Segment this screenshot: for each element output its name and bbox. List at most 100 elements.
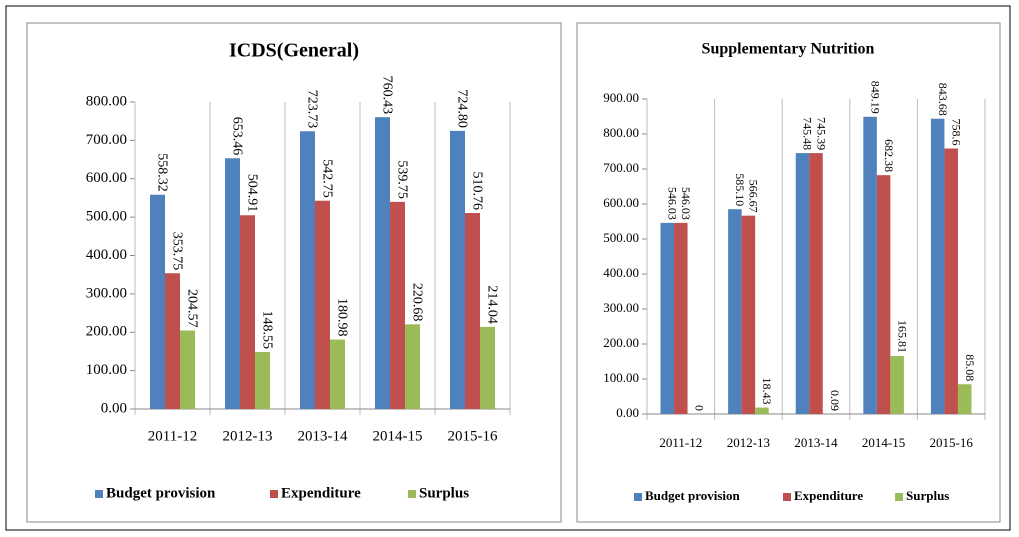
bar xyxy=(375,117,390,409)
y-tick-label: 600.00 xyxy=(603,195,639,210)
y-tick-label: 800.00 xyxy=(86,93,127,109)
bar xyxy=(225,158,240,409)
data-label: 0 xyxy=(693,405,707,411)
bar xyxy=(480,326,495,409)
chart-title: Supplementary Nutrition xyxy=(702,41,875,58)
y-tick-label: 200.00 xyxy=(603,335,639,350)
bar xyxy=(300,131,315,409)
data-label: 558.32 xyxy=(154,153,169,192)
data-label: 745.39 xyxy=(814,117,828,150)
bar xyxy=(465,212,480,409)
y-tick-label: 700.00 xyxy=(603,160,639,175)
bar xyxy=(890,355,904,414)
data-label: 504.91 xyxy=(244,174,259,213)
data-label: 85.08 xyxy=(963,354,977,381)
data-label: 723.73 xyxy=(304,90,319,129)
bar xyxy=(255,351,270,409)
y-tick-label: 800.00 xyxy=(603,125,639,140)
x-tick-label: 2015-16 xyxy=(930,435,974,450)
legend-swatch xyxy=(783,493,791,501)
bar xyxy=(660,222,675,414)
legend-swatch xyxy=(95,490,103,498)
bar xyxy=(863,116,877,414)
x-tick-label: 2011-12 xyxy=(148,428,197,444)
data-label: 653.46 xyxy=(229,117,244,156)
bar xyxy=(450,130,465,409)
data-label: 165.81 xyxy=(895,320,909,353)
legend-swatch xyxy=(270,490,278,498)
data-label: 682.38 xyxy=(882,139,896,172)
data-label: 510.76 xyxy=(469,171,484,210)
y-tick-label: 100.00 xyxy=(86,362,127,378)
bar xyxy=(315,200,330,409)
chart-title: ICDS(General) xyxy=(229,40,359,62)
y-tick-label: 300.00 xyxy=(86,285,127,301)
legend-swatch xyxy=(895,493,903,501)
y-tick-label: 600.00 xyxy=(86,170,127,186)
data-label: 353.75 xyxy=(169,232,184,271)
bar xyxy=(180,330,195,409)
data-label: 849.19 xyxy=(868,81,882,114)
y-tick-label: 500.00 xyxy=(86,209,127,225)
x-tick-label: 2011-12 xyxy=(659,435,702,450)
data-label: 760.43 xyxy=(379,76,394,115)
bar xyxy=(957,384,972,414)
bar xyxy=(150,194,165,409)
data-label: 724.80 xyxy=(454,89,469,128)
bar xyxy=(728,209,742,414)
x-tick-label: 2014-15 xyxy=(862,435,905,450)
bar xyxy=(390,201,405,409)
bar xyxy=(944,148,958,415)
data-label: 180.98 xyxy=(334,298,349,337)
legend-swatch xyxy=(408,490,416,498)
bar xyxy=(741,215,756,414)
bar xyxy=(876,175,891,414)
bar xyxy=(674,222,688,414)
bar xyxy=(405,324,420,409)
data-label: 843.68 xyxy=(936,83,950,116)
legend-label: Surplus xyxy=(419,485,469,501)
y-tick-label: 0.00 xyxy=(101,400,127,416)
legend-label: Surplus xyxy=(906,488,949,503)
y-tick-label: 200.00 xyxy=(86,324,127,340)
data-label: 546.03 xyxy=(666,187,680,220)
x-tick-label: 2014-15 xyxy=(373,428,423,444)
data-label: 566.67 xyxy=(747,180,761,213)
y-tick-label: 400.00 xyxy=(86,247,127,263)
bar xyxy=(165,273,180,409)
data-label: 539.75 xyxy=(394,160,409,199)
x-tick-label: 2012-13 xyxy=(727,435,770,450)
data-label: 214.04 xyxy=(484,285,499,324)
data-label: 745.48 xyxy=(801,117,815,150)
data-label: 148.55 xyxy=(259,310,274,349)
bar xyxy=(930,118,945,414)
bar xyxy=(330,339,345,409)
legend-label: Expenditure xyxy=(281,485,361,501)
y-tick-label: 300.00 xyxy=(603,300,639,315)
bar xyxy=(809,153,823,414)
data-label: 758.6 xyxy=(949,118,963,145)
legend-swatch xyxy=(634,493,642,501)
data-label: 0.09 xyxy=(828,390,842,411)
x-tick-label: 2015-16 xyxy=(448,428,498,444)
legend-label: Budget provision xyxy=(106,485,216,501)
bar xyxy=(240,215,255,409)
x-tick-label: 2012-13 xyxy=(223,428,273,444)
y-tick-label: 700.00 xyxy=(86,132,127,148)
y-tick-label: 500.00 xyxy=(603,230,639,245)
x-tick-label: 2013-14 xyxy=(794,435,838,450)
y-tick-label: 900.00 xyxy=(603,90,639,105)
data-label: 204.57 xyxy=(184,289,199,328)
data-label: 18.43 xyxy=(760,378,774,405)
y-tick-label: 0.00 xyxy=(616,405,639,420)
data-label: 542.75 xyxy=(319,159,334,198)
bar xyxy=(795,153,810,414)
y-tick-label: 400.00 xyxy=(603,265,639,280)
legend-label: Expenditure xyxy=(794,488,863,503)
legend-label: Budget provision xyxy=(645,488,741,503)
data-label: 220.68 xyxy=(409,283,424,322)
bar xyxy=(755,407,769,414)
y-tick-label: 100.00 xyxy=(603,370,639,385)
